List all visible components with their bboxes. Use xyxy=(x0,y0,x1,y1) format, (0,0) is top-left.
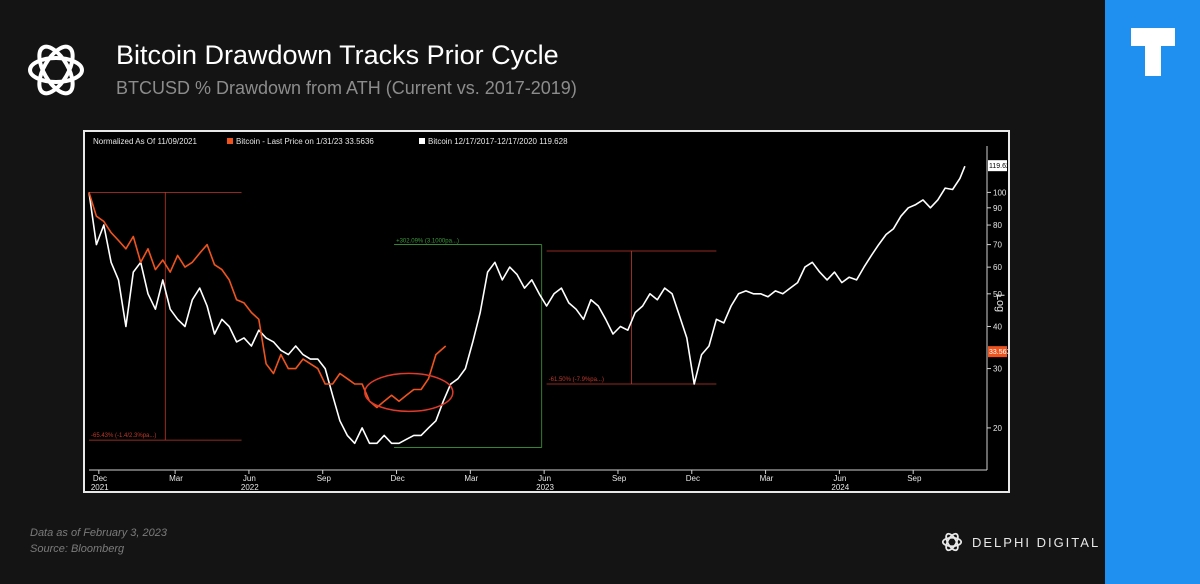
brand-color-strip xyxy=(1105,0,1200,584)
annotation-label: +302.09% (3.1000pa...) xyxy=(396,239,459,245)
y-tick-label: 100 xyxy=(993,188,1007,197)
annotation-label: -65.43% (-1.4/2.3%pa...) xyxy=(91,433,156,439)
y-tick-label: 50 xyxy=(993,290,1002,299)
page-subtitle: BTCUSD % Drawdown from ATH (Current vs. … xyxy=(116,78,577,98)
legend-prior-label: Bitcoin 12/17/2017-12/17/2020 119.628 xyxy=(428,137,568,146)
x-tick-label: Sep xyxy=(907,474,922,483)
x-tick-year-label: 2023 xyxy=(536,483,554,491)
x-tick-label: Dec xyxy=(686,474,700,483)
data-date-note: Data as of February 3, 2023 xyxy=(30,527,167,539)
x-tick-label: Dec xyxy=(93,474,107,483)
x-tick-label: Mar xyxy=(464,474,478,483)
legend-current-swatch xyxy=(227,138,233,144)
legend-prior-swatch xyxy=(419,138,425,144)
x-tick-year-label: 2021 xyxy=(91,483,109,491)
y-tick-label: 30 xyxy=(993,365,1002,374)
x-tick-label: Mar xyxy=(169,474,183,483)
y-tick-label: 70 xyxy=(993,241,1002,250)
delphi-small-logo-icon xyxy=(941,532,963,552)
current-series-line xyxy=(88,192,447,409)
x-tick-label: Dec xyxy=(391,474,405,483)
y-tick-label: 20 xyxy=(993,424,1002,433)
chart-frame: Normalized As Of 11/09/2021 Bitcoin - Las… xyxy=(83,130,1010,493)
current-last-value-label: 33.5636 xyxy=(989,349,1008,356)
prior-last-value-badge xyxy=(988,160,1007,172)
y-tick-label: 90 xyxy=(993,204,1002,213)
y-axis-label: Log xyxy=(994,294,1006,312)
tokenterminal-logo-icon xyxy=(1131,28,1175,76)
annotation-label: -61.50% (-7.9%pa...) xyxy=(549,377,604,383)
legend-normalized-label: Normalized As Of 11/09/2021 xyxy=(93,137,197,146)
x-tick-label: Jun xyxy=(833,474,846,483)
prior-last-value-label: 119.628 xyxy=(989,163,1008,170)
x-tick-label: Mar xyxy=(760,474,774,483)
prior-series-line xyxy=(88,165,966,445)
source-note: Source: Bloomberg xyxy=(30,543,125,555)
current-last-value-badge xyxy=(988,346,1007,358)
x-tick-label: Jun xyxy=(243,474,256,483)
x-tick-label: Sep xyxy=(612,474,627,483)
legend-current-label: Bitcoin - Last Price on 1/31/23 33.5636 xyxy=(236,137,374,146)
highlight-ellipse xyxy=(364,372,454,413)
y-tick-label: 60 xyxy=(993,263,1002,272)
page-title: Bitcoin Drawdown Tracks Prior Cycle xyxy=(116,40,559,70)
x-tick-label: Jun xyxy=(538,474,551,483)
brand-footer: DELPHI DIGITAL xyxy=(940,530,1100,554)
y-tick-label: 80 xyxy=(993,221,1002,230)
x-tick-label: Sep xyxy=(317,474,332,483)
delphi-logo-icon xyxy=(28,44,84,96)
drawdown-chart: Normalized As Of 11/09/2021 Bitcoin - Las… xyxy=(88,137,1008,491)
x-tick-year-label: 2024 xyxy=(831,483,849,491)
brand-name: DELPHI DIGITAL xyxy=(972,534,1101,550)
y-tick-label: 40 xyxy=(993,322,1002,331)
x-tick-year-label: 2022 xyxy=(241,483,259,491)
